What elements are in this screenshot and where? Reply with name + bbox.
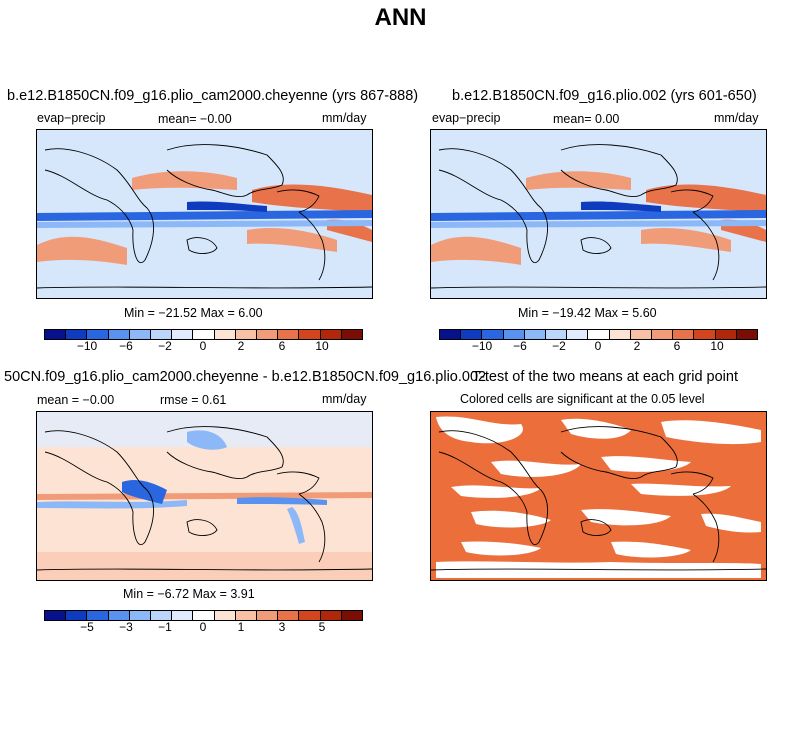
cb3-tick: −1 xyxy=(158,620,172,634)
panel3-map xyxy=(36,411,373,581)
cb3-swatch xyxy=(235,611,258,620)
cb1-swatch xyxy=(45,330,67,339)
panel1-title: b.e12.B1850CN.f09_g16.plio_cam2000.cheye… xyxy=(7,88,419,104)
panel4-map xyxy=(430,411,767,581)
cb3-tick: 0 xyxy=(199,620,207,634)
panel1-map-svg xyxy=(37,130,372,298)
cb1-tick: −10 xyxy=(76,339,98,353)
panel4-map-svg xyxy=(431,412,766,580)
cb1-swatch xyxy=(257,330,279,339)
cb3-swatch xyxy=(341,611,363,620)
cb1-swatch xyxy=(193,330,215,339)
cb2-swatch xyxy=(482,330,504,339)
panel2-minmax: Min = −19.42 Max = 5.60 xyxy=(518,306,657,320)
panel2-map xyxy=(430,129,767,299)
panel1-variable-label: evap−precip xyxy=(37,111,106,125)
cb3-swatch xyxy=(193,611,215,620)
cb1-tick: 0 xyxy=(199,339,207,353)
cb3-tick: 3 xyxy=(278,620,286,634)
cb2-swatch xyxy=(609,330,631,339)
cb2-swatch xyxy=(736,330,758,339)
cb3-swatch xyxy=(172,611,194,620)
cb3-swatch xyxy=(214,611,236,620)
cb2-swatch xyxy=(652,330,674,339)
panel3-title: 50CN.f09_g16.plio_cam2000.cheyenne - b.e… xyxy=(4,369,487,385)
panel4-title: T-test of the two means at each grid poi… xyxy=(472,369,738,385)
cb3-tick: 1 xyxy=(237,620,245,634)
cb1-tick: −2 xyxy=(158,339,172,353)
cb2-tick: 2 xyxy=(633,339,641,353)
cb3-swatch xyxy=(108,611,130,620)
panel2-units: mm/day xyxy=(714,111,759,125)
cb3-swatch xyxy=(151,611,173,620)
cb2-tick: −6 xyxy=(513,339,527,353)
cb2-swatch xyxy=(673,330,695,339)
cb2-swatch xyxy=(588,330,610,339)
panel3-minmax: Min = −6.72 Max = 3.91 xyxy=(123,587,255,601)
cb1-swatch xyxy=(66,330,88,339)
panel3-map-svg xyxy=(37,412,372,580)
cb2-swatch xyxy=(461,330,483,339)
cb3-swatch xyxy=(129,611,152,620)
cb1-swatch xyxy=(108,330,130,339)
cb1-swatch xyxy=(151,330,173,339)
cb2-swatch xyxy=(567,330,589,339)
cb1-tick: 10 xyxy=(315,339,329,353)
panel2-variable-label: evap−precip xyxy=(432,111,501,125)
panel2-mean: mean= 0.00 xyxy=(553,112,620,126)
cb1-swatch xyxy=(341,330,363,339)
cb2-swatch xyxy=(694,330,716,339)
panel3-mean: mean = −0.00 xyxy=(37,393,115,407)
cb3-swatch xyxy=(45,611,67,620)
panel1-minmax: Min = −21.52 Max = 6.00 xyxy=(124,306,263,320)
panel2-map-svg xyxy=(431,130,766,298)
cb1-tick: −6 xyxy=(119,339,133,353)
cb2-tick: 0 xyxy=(594,339,602,353)
cb3-swatch xyxy=(257,611,279,620)
panel1-units: mm/day xyxy=(322,111,367,125)
cb3-swatch xyxy=(299,611,321,620)
cb1-swatch xyxy=(235,330,258,339)
figure-title: ANN xyxy=(374,4,427,31)
cb1-tick: 6 xyxy=(278,339,286,353)
cb3-tick: −5 xyxy=(80,620,94,634)
panel1-mean: mean= −0.00 xyxy=(158,112,232,126)
cb2-tick: −10 xyxy=(471,339,493,353)
cb1-swatch xyxy=(320,330,342,339)
cb2-swatch xyxy=(715,330,737,339)
cb3-swatch xyxy=(87,611,109,620)
cb3-swatch xyxy=(278,611,300,620)
panel4-subtitle: Colored cells are significant at the 0.0… xyxy=(460,392,705,406)
cb1-swatch xyxy=(299,330,321,339)
cb2-tick: −2 xyxy=(552,339,566,353)
panel3-units: mm/day xyxy=(322,392,367,406)
cb2-swatch xyxy=(524,330,547,339)
panel3-colorbar xyxy=(44,610,363,621)
panel2-colorbar xyxy=(439,329,758,340)
cb2-swatch xyxy=(546,330,568,339)
cb3-swatch xyxy=(320,611,342,620)
cb1-swatch xyxy=(278,330,300,339)
cb2-swatch xyxy=(503,330,525,339)
cb1-swatch xyxy=(172,330,194,339)
cb3-tick: 5 xyxy=(318,620,326,634)
cb1-swatch xyxy=(129,330,152,339)
panel2-title: b.e12.B1850CN.f09_g16.plio.002 (yrs 601-… xyxy=(452,88,757,104)
cb3-swatch xyxy=(66,611,88,620)
cb2-tick: 6 xyxy=(673,339,681,353)
cb1-swatch xyxy=(87,330,109,339)
cb1-tick: 2 xyxy=(237,339,245,353)
cb3-tick: −3 xyxy=(119,620,133,634)
cb2-swatch xyxy=(440,330,462,339)
panel1-map xyxy=(36,129,373,299)
panel3-rmse: rmse = 0.61 xyxy=(160,393,227,407)
cb1-swatch xyxy=(214,330,236,339)
cb2-swatch xyxy=(630,330,653,339)
cb2-tick: 10 xyxy=(710,339,724,353)
panel1-colorbar xyxy=(44,329,363,340)
